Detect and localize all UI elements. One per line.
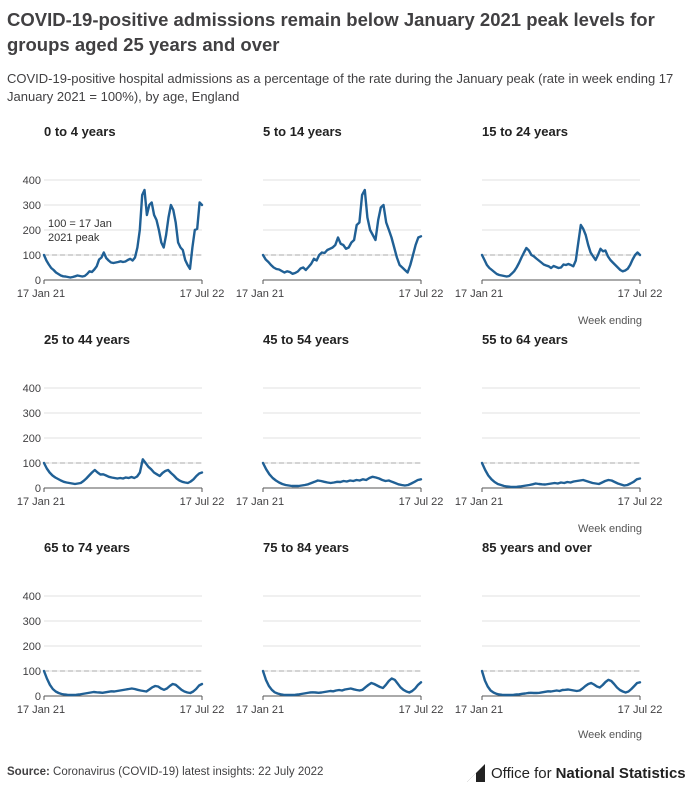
logo-text-plain: Office for [491, 764, 552, 782]
reference-annotation: 2021 peak [48, 232, 100, 244]
x-tick-label-end: 17 Jul 22 [399, 288, 444, 300]
series-line [261, 669, 423, 697]
y-tick-label: 300 [23, 200, 41, 212]
y-tick-label: 100 [23, 250, 41, 262]
series-line [42, 188, 204, 279]
x-tick-label-start: 17 Jan 21 [455, 704, 503, 716]
logo-text-strong: National Statistics [555, 764, 686, 782]
x-tick-label-end: 17 Jul 22 [180, 288, 225, 300]
source-note: Source: Coronavirus (COVID-19) latest in… [7, 766, 323, 778]
panel-title: 65 to 74 years [44, 540, 130, 555]
x-axis-title: Week ending [578, 523, 642, 535]
ons-logo: Office for National Statistics [466, 762, 686, 784]
x-tick-label-end: 17 Jul 22 [618, 288, 663, 300]
y-tick-label: 0 [35, 275, 41, 287]
series-line [480, 461, 642, 489]
x-tick-label-end: 17 Jul 22 [618, 704, 663, 716]
x-tick-label-end: 17 Jul 22 [399, 704, 444, 716]
panel-title: 0 to 4 years [44, 124, 116, 139]
series-line [42, 669, 204, 697]
y-tick-label: 0 [35, 691, 41, 703]
y-tick-label: 300 [23, 408, 41, 420]
chart-subtitle: COVID-19-positive hospital admissions as… [7, 71, 674, 104]
x-tick-label-end: 17 Jul 22 [180, 496, 225, 508]
y-tick-label: 400 [23, 175, 41, 187]
x-tick-label-end: 17 Jul 22 [618, 496, 663, 508]
y-tick-label: 400 [23, 383, 41, 395]
x-tick-label-start: 17 Jan 21 [236, 288, 284, 300]
y-tick-label: 100 [23, 666, 41, 678]
x-tick-label-end: 17 Jul 22 [180, 704, 225, 716]
x-axis-title: Week ending [578, 729, 642, 741]
source-link[interactable]: Coronavirus (COVID-19) latest insights: … [53, 766, 324, 778]
x-tick-label-start: 17 Jan 21 [17, 288, 65, 300]
y-tick-label: 200 [23, 225, 41, 237]
x-tick-label-start: 17 Jan 21 [17, 496, 65, 508]
series-line [261, 461, 423, 488]
panel-title: 25 to 44 years [44, 332, 130, 347]
x-tick-label-start: 17 Jan 21 [17, 704, 65, 716]
series-line [480, 223, 642, 278]
panel-title: 5 to 14 years [263, 124, 342, 139]
panel-title: 45 to 54 years [263, 332, 349, 347]
y-tick-label: 200 [23, 641, 41, 653]
ons-logo-icon [467, 764, 485, 782]
x-tick-label-start: 17 Jan 21 [455, 288, 503, 300]
series-line [480, 669, 642, 697]
panel-title: 85 years and over [482, 540, 592, 555]
y-tick-label: 300 [23, 616, 41, 628]
y-tick-label: 200 [23, 433, 41, 445]
x-tick-label-start: 17 Jan 21 [236, 704, 284, 716]
y-tick-label: 400 [23, 591, 41, 603]
series-line [42, 458, 204, 486]
y-tick-label: 100 [23, 458, 41, 470]
panel-title: 75 to 84 years [263, 540, 349, 555]
chart-title: COVID-19-positive admissions remain belo… [7, 9, 655, 55]
x-tick-label-start: 17 Jan 21 [236, 496, 284, 508]
source-label: Source: [7, 766, 50, 778]
series-line [261, 188, 423, 275]
x-tick-label-start: 17 Jan 21 [455, 496, 503, 508]
y-tick-label: 0 [35, 483, 41, 495]
reference-annotation: 100 = 17 Jan [48, 218, 112, 230]
panel-title: 55 to 64 years [482, 332, 568, 347]
panel-title: 15 to 24 years [482, 124, 568, 139]
x-tick-label-end: 17 Jul 22 [399, 496, 444, 508]
x-axis-title: Week ending [578, 315, 642, 327]
